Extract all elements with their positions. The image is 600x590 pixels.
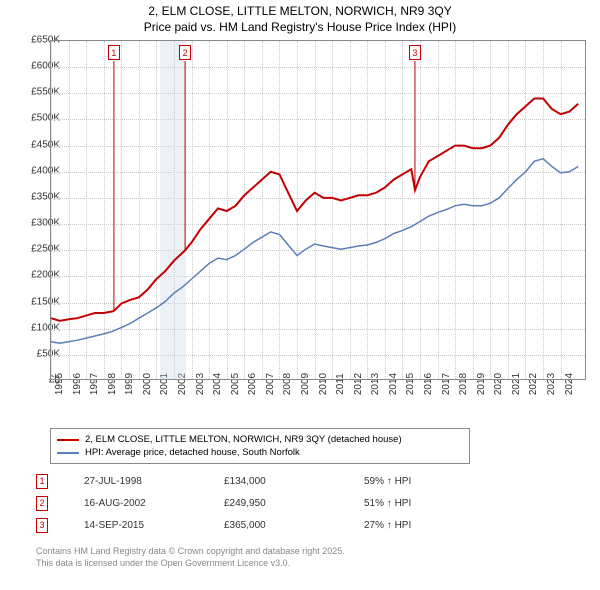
sale-row: 3 14-SEP-2015£365,00027% ↑ HPI xyxy=(36,514,566,536)
sale-row-hpi: 27% ↑ HPI xyxy=(364,520,484,531)
attribution: Contains HM Land Registry data © Crown c… xyxy=(36,546,345,569)
sale-row-price: £249,950 xyxy=(224,498,364,509)
legend: 2, ELM CLOSE, LITTLE MELTON, NORWICH, NR… xyxy=(50,428,470,464)
sale-marker-2: 2 xyxy=(179,45,191,60)
sale-row-price: £134,000 xyxy=(224,476,364,487)
sale-row-date: 27-JUL-1998 xyxy=(84,476,224,487)
title-line-2: Price paid vs. HM Land Registry's House … xyxy=(144,20,456,34)
sale-row-hpi: 51% ↑ HPI xyxy=(364,498,484,509)
series-hpi xyxy=(51,159,578,344)
sale-row: 1 27-JUL-1998£134,00059% ↑ HPI xyxy=(36,470,566,492)
legend-row: 2, ELM CLOSE, LITTLE MELTON, NORWICH, NR… xyxy=(57,433,463,446)
sale-row-date: 16-AUG-2002 xyxy=(84,498,224,509)
sales-table: 1 27-JUL-1998£134,00059% ↑ HPI 2 16-AUG-200… xyxy=(36,470,566,536)
plot-area: 1 2 3 xyxy=(50,40,586,380)
chart-container: 2, ELM CLOSE, LITTLE MELTON, NORWICH, NR… xyxy=(0,0,600,590)
sale-marker-3: 3 xyxy=(409,45,421,60)
sale-row-marker: 1 xyxy=(36,474,48,489)
legend-label-price: 2, ELM CLOSE, LITTLE MELTON, NORWICH, NR… xyxy=(85,434,402,445)
sale-row-hpi: 59% ↑ HPI xyxy=(364,476,484,487)
legend-swatch-hpi xyxy=(57,452,79,454)
attribution-line-2: This data is licensed under the Open Gov… xyxy=(36,558,290,568)
sale-row-marker: 2 xyxy=(36,496,48,511)
attribution-line-1: Contains HM Land Registry data © Crown c… xyxy=(36,546,345,556)
sale-marker-1: 1 xyxy=(108,45,120,60)
chart-plot-wrap: 1 2 3 xyxy=(50,40,586,380)
legend-swatch-price xyxy=(57,439,79,441)
sale-row-price: £365,000 xyxy=(224,520,364,531)
legend-label-hpi: HPI: Average price, detached house, Sout… xyxy=(85,447,300,458)
legend-row: HPI: Average price, detached house, Sout… xyxy=(57,446,463,459)
sale-row: 2 16-AUG-2002£249,95051% ↑ HPI xyxy=(36,492,566,514)
chart-title: 2, ELM CLOSE, LITTLE MELTON, NORWICH, NR… xyxy=(0,0,600,35)
sale-row-marker: 3 xyxy=(36,518,48,533)
sale-row-date: 14-SEP-2015 xyxy=(84,520,224,531)
title-line-1: 2, ELM CLOSE, LITTLE MELTON, NORWICH, NR… xyxy=(148,4,451,18)
series-price_paid xyxy=(51,99,578,321)
line-series-svg xyxy=(51,41,587,381)
